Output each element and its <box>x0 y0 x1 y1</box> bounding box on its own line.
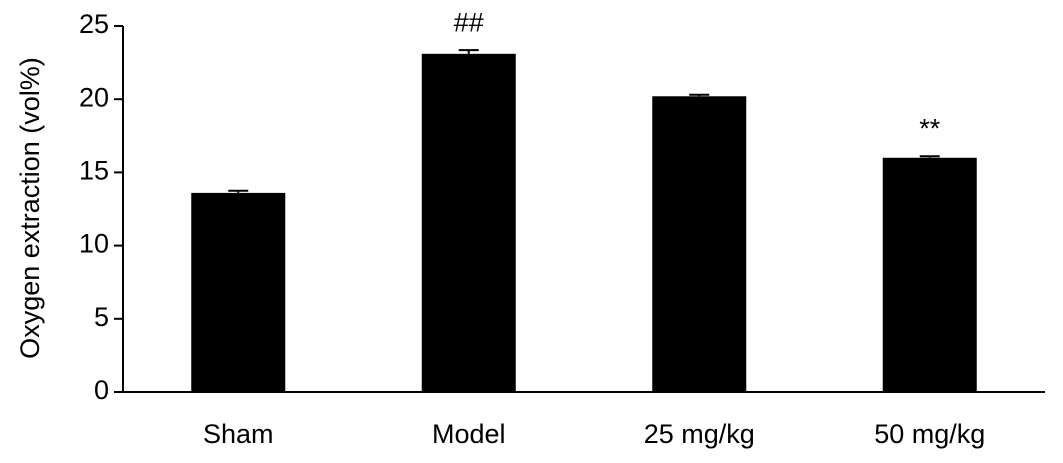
error-bar <box>458 49 479 54</box>
y-tick-label: 15 <box>79 156 109 186</box>
error-bar <box>919 155 940 158</box>
error-bar <box>228 189 249 193</box>
x-tick-label: Sham <box>203 419 274 449</box>
y-tick-label: 25 <box>79 9 109 39</box>
x-tick-label: Model <box>432 419 506 449</box>
annotation: ** <box>919 113 941 143</box>
annotation: ## <box>454 7 484 37</box>
error-bar <box>689 93 710 97</box>
x-tick-label: 50 mg/kg <box>874 419 985 449</box>
y-tick-label: 20 <box>79 82 109 112</box>
bar <box>421 53 516 392</box>
y-axis-label: Oxygen extraction (vol%) <box>15 57 45 359</box>
bar <box>652 96 747 392</box>
bar <box>191 192 286 392</box>
y-tick-label: 5 <box>94 302 109 332</box>
y-tick-label: 10 <box>79 229 109 259</box>
bar <box>882 157 977 392</box>
x-tick-label: 25 mg/kg <box>644 419 755 449</box>
y-tick-label: 0 <box>94 375 109 405</box>
